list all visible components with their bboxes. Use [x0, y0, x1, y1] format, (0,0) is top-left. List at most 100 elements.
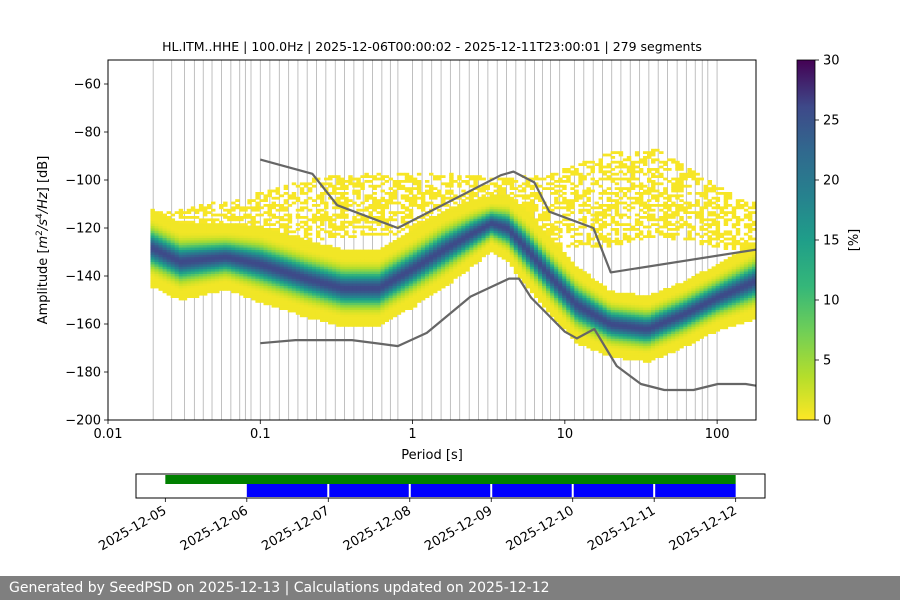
heatmap-cell: [352, 309, 357, 313]
heatmap-cell: [509, 223, 515, 226]
heatmap-cell: [408, 300, 414, 303]
heatmap-cell: [295, 259, 301, 262]
heatmap-cell: [275, 271, 281, 274]
heatmap-cell: [554, 206, 559, 210]
heatmap-cell: [622, 228, 628, 231]
heatmap-cell: [328, 295, 333, 298]
heatmap-cell: [303, 259, 309, 262]
heatmap-cell: [638, 321, 644, 325]
heatmap-cell: [433, 249, 438, 253]
heatmap-cell: [429, 285, 434, 289]
heatmap-cell: [493, 235, 499, 238]
heatmap-cell: [590, 177, 595, 181]
heatmap-cell: [424, 261, 430, 265]
heatmap-cell: [630, 302, 636, 306]
heatmap-cell: [243, 208, 248, 212]
heatmap-cell: [324, 285, 329, 289]
heatmap-cell: [529, 271, 535, 274]
heatmap-cell: [630, 309, 636, 313]
heatmap-cell: [275, 230, 281, 234]
heatmap-cell: [392, 264, 398, 267]
heatmap-cell: [630, 182, 636, 186]
heatmap-cell: [182, 211, 188, 214]
heatmap-cell: [202, 208, 208, 212]
heatmap-cell: [404, 256, 410, 260]
heatmap-cell: [420, 259, 426, 262]
heatmap-cell: [166, 283, 172, 286]
heatmap-cell: [243, 259, 248, 262]
heatmap-cell: [328, 292, 333, 296]
heatmap-cell: [622, 314, 628, 318]
heatmap-cell: [598, 158, 603, 162]
heatmap-cell: [578, 300, 583, 303]
heatmap-cell: [332, 288, 337, 291]
heatmap-cell: [582, 216, 587, 219]
heatmap-cell: [295, 196, 301, 200]
heatmap-cell: [255, 240, 260, 243]
heatmap-cell: [247, 254, 252, 258]
heatmap-cell: [251, 266, 256, 270]
heatmap-cell: [521, 211, 527, 214]
heatmap-cell: [412, 180, 418, 183]
heatmap-cell: [364, 302, 369, 306]
heatmap-cell: [449, 247, 454, 250]
heatmap-cell: [291, 266, 297, 270]
heatmap-cell: [303, 206, 309, 210]
heatmap-cell: [340, 283, 345, 286]
heatmap-cell: [614, 182, 620, 186]
heatmap-cell: [328, 177, 333, 181]
heatmap-cell: [638, 312, 644, 315]
heatmap-cell: [384, 206, 390, 210]
heatmap-cell: [219, 266, 224, 270]
heatmap-cell: [352, 182, 357, 186]
heatmap-cell: [223, 273, 228, 277]
heatmap-cell: [154, 268, 159, 272]
heatmap-cell: [509, 230, 515, 234]
heatmap-cell: [445, 276, 450, 279]
heatmap-cell: [485, 192, 490, 195]
heatmap-cell: [433, 276, 438, 279]
heatmap-cell: [166, 244, 172, 248]
heatmap-cell: [614, 304, 620, 308]
heatmap-cell: [194, 256, 200, 260]
heatmap-cell: [562, 252, 567, 255]
heatmap-cell: [525, 278, 531, 282]
heatmap-cell: [566, 292, 571, 296]
heatmap-cell: [622, 235, 628, 238]
heatmap-cell: [307, 304, 313, 308]
heatmap-cell: [283, 235, 289, 238]
heatmap-cell: [598, 324, 603, 327]
heatmap-cell: [380, 189, 385, 193]
heatmap-cell: [267, 295, 272, 298]
heatmap-cell: [521, 223, 527, 226]
heatmap-cell: [509, 240, 515, 243]
heatmap-cell: [340, 302, 345, 306]
heatmap-cell: [150, 278, 155, 282]
heatmap-cell: [566, 175, 571, 178]
heatmap-cell: [178, 266, 184, 270]
heatmap-cell: [570, 326, 575, 330]
heatmap-cell: [307, 300, 313, 303]
heatmap-cell: [247, 285, 252, 289]
heatmap-cell: [376, 211, 381, 214]
heatmap-cell: [303, 314, 309, 318]
heatmap-cell: [315, 242, 321, 246]
heatmap-cell: [525, 249, 531, 253]
heatmap-cell: [255, 220, 260, 224]
heatmap-cell: [590, 312, 595, 315]
heatmap-cell: [320, 252, 325, 255]
heatmap-cell: [247, 278, 252, 282]
heatmap-cell: [574, 196, 579, 200]
heatmap-cell: [525, 261, 531, 265]
heatmap-cell: [586, 285, 591, 289]
heatmap-cell: [186, 223, 192, 226]
heatmap-cell: [344, 314, 349, 318]
heatmap-cell: [622, 345, 628, 349]
heatmap-cell: [449, 235, 454, 238]
heatmap-cell: [352, 230, 357, 234]
heatmap-cell: [295, 292, 301, 296]
heatmap-cell: [566, 244, 571, 248]
heatmap-cell: [320, 201, 325, 205]
heatmap-cell: [521, 249, 527, 253]
heatmap-cell: [360, 271, 365, 274]
